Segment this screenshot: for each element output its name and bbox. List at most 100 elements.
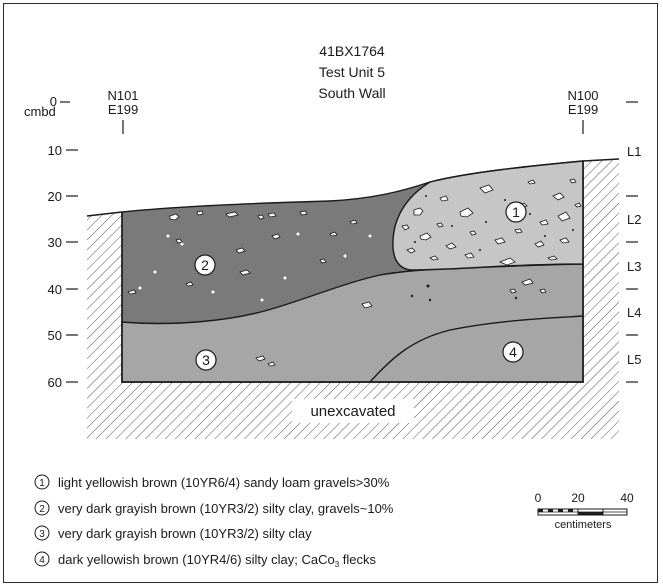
legend-item-3-circle bbox=[34, 525, 50, 541]
datum-left-east: E199 bbox=[108, 102, 138, 117]
boundary-3-4 bbox=[369, 315, 584, 383]
legend-item-1: 1 light yellowish brown (10YR6/4) sandy … bbox=[34, 474, 390, 490]
depth-tick-0: 0 bbox=[50, 94, 57, 109]
gravel-dot bbox=[479, 249, 481, 251]
gravel bbox=[329, 231, 338, 237]
gravel-dots-stratum-1 bbox=[414, 195, 574, 251]
gravel-dot bbox=[529, 213, 531, 215]
gravel bbox=[469, 230, 477, 236]
legend-item-2-circle bbox=[34, 500, 50, 516]
gravel-dot bbox=[425, 195, 427, 197]
gravel-dot bbox=[428, 298, 432, 302]
surface-right bbox=[582, 158, 620, 162]
gravel-dot bbox=[296, 232, 300, 236]
stratum-1 bbox=[392, 160, 584, 271]
legend-item-2-text: very dark grayish brown (10YR3/2) silty … bbox=[58, 501, 394, 516]
gravel bbox=[255, 355, 266, 362]
gravel-dot bbox=[485, 221, 487, 223]
scale-tick-40: 40 bbox=[620, 491, 634, 505]
gravel-dot bbox=[180, 242, 184, 246]
scale-seg bbox=[558, 509, 563, 512]
stratum-label-2: 2 bbox=[194, 254, 216, 276]
unexcavated-label-bg bbox=[292, 399, 414, 423]
gravel bbox=[464, 252, 475, 259]
stratum-label-3-circle bbox=[195, 349, 217, 371]
gravel-dot bbox=[504, 199, 506, 201]
legend-item-2-num: 2 bbox=[39, 504, 45, 515]
gravel-stratum-1 bbox=[401, 178, 582, 266]
gravel-dot bbox=[451, 225, 453, 227]
gravel-dot bbox=[211, 290, 215, 294]
gravel bbox=[459, 207, 474, 218]
legend: 1 light yellowish brown (10YR6/4) sandy … bbox=[34, 474, 394, 569]
gravel bbox=[559, 237, 570, 244]
unit-outline bbox=[121, 161, 584, 383]
gravel bbox=[196, 210, 204, 216]
legend-item-2: 2 very dark grayish brown (10YR3/2) silt… bbox=[34, 500, 394, 516]
datum-left-north: N101 bbox=[107, 88, 138, 103]
hatch-left-wall bbox=[87, 212, 122, 382]
gravel bbox=[419, 232, 432, 241]
stratum-label-4-text: 4 bbox=[509, 344, 517, 360]
stratum-label-3: 3 bbox=[195, 349, 217, 371]
depth-tick-30: 30 bbox=[48, 235, 62, 250]
gravel bbox=[521, 278, 534, 286]
gravel-dot bbox=[283, 276, 287, 280]
gravel-lower bbox=[255, 278, 547, 367]
gravel-dot bbox=[138, 286, 142, 290]
gravel bbox=[547, 255, 558, 261]
gravel bbox=[494, 237, 506, 245]
datum-right-east: E199 bbox=[568, 102, 598, 117]
legend-item-1-text: light yellowish brown (10YR6/4) sandy lo… bbox=[58, 475, 390, 490]
depth-unit-label: cmbd bbox=[24, 104, 56, 119]
gravel-dots-lower bbox=[410, 284, 518, 302]
stratum-label-1-circle bbox=[505, 201, 527, 223]
depth-tick-20: 20 bbox=[48, 189, 62, 204]
gravel bbox=[127, 289, 137, 295]
gravel-dot bbox=[410, 294, 414, 298]
gravel bbox=[539, 219, 549, 226]
scale-seg bbox=[578, 512, 603, 515]
stratum-label-4: 4 bbox=[502, 341, 524, 363]
level-L5: L5 bbox=[627, 352, 641, 367]
stratum-label-3-text: 3 bbox=[202, 352, 210, 368]
gravel bbox=[299, 210, 308, 216]
gravel bbox=[539, 288, 547, 294]
gravel bbox=[267, 212, 277, 218]
gravel bbox=[271, 233, 281, 240]
gravel bbox=[235, 247, 246, 254]
legend-item-4-sub: 3 bbox=[335, 560, 340, 569]
stratum-label-4-circle bbox=[502, 341, 524, 363]
gravel bbox=[406, 247, 416, 254]
gravel-dot bbox=[260, 298, 264, 302]
gravel-dot bbox=[166, 234, 170, 238]
gravel bbox=[225, 211, 239, 218]
gravel bbox=[509, 288, 517, 294]
stratum-label-2-circle bbox=[194, 254, 216, 276]
gravel bbox=[267, 361, 276, 367]
legend-item-4-num: 4 bbox=[39, 555, 45, 566]
hatch-right-wall bbox=[583, 159, 619, 382]
depth-tick-60: 60 bbox=[48, 375, 62, 390]
gravel bbox=[527, 179, 536, 185]
scale-tick-20: 20 bbox=[571, 491, 585, 505]
gravel bbox=[445, 242, 457, 250]
gravel-dot bbox=[414, 241, 416, 243]
gravel bbox=[185, 281, 194, 287]
gravel bbox=[349, 219, 358, 225]
level-L1: L1 bbox=[627, 144, 641, 159]
legend-item-1-num: 1 bbox=[39, 478, 45, 489]
gravel bbox=[552, 192, 565, 201]
gravel bbox=[498, 257, 516, 266]
gravel bbox=[574, 202, 582, 208]
gravel bbox=[401, 224, 410, 231]
legend-item-4-tail: flecks bbox=[339, 552, 376, 567]
scale-bar: 0 20 40 centimeters bbox=[535, 491, 634, 531]
legend-item-3-text: very dark grayish brown (10YR3/2) silty … bbox=[58, 526, 312, 541]
gravel bbox=[319, 258, 327, 264]
gravel bbox=[569, 178, 577, 184]
unexcavated-label: unexcavated bbox=[310, 403, 395, 420]
gravel bbox=[169, 213, 180, 221]
scale-seg bbox=[538, 509, 543, 512]
